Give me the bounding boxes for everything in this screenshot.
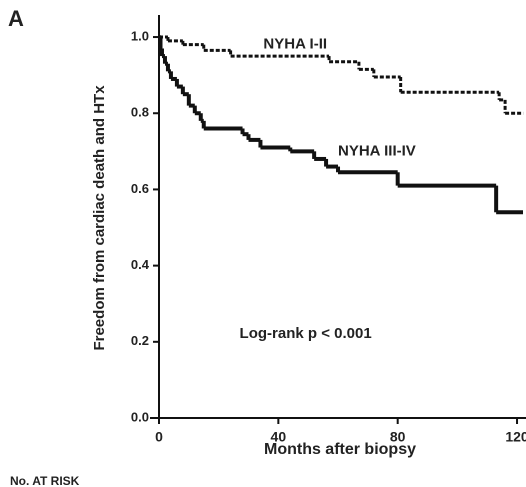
y-tick-label: 0.0 <box>131 409 149 424</box>
panel-label: A <box>8 6 24 31</box>
y-tick-label: 1.0 <box>131 28 149 43</box>
x-tick-label: 0 <box>155 429 163 445</box>
x-tick-label: 40 <box>271 429 287 445</box>
y-tick-label: 0.8 <box>131 105 149 120</box>
annotation: NYHA I-II <box>263 36 327 53</box>
y-tick-label: 0.2 <box>131 333 149 348</box>
annotation: NYHA III-IV <box>338 142 416 159</box>
x-tick-label: 80 <box>390 429 406 445</box>
y-axis-label: Freedom from cardiac death and HTx <box>91 85 108 351</box>
annotation: Log-rank p < 0.001 <box>240 325 372 342</box>
x-tick-label: 120 <box>505 429 526 445</box>
footer: No. AT RISK <box>10 474 80 487</box>
y-tick-label: 0.6 <box>131 181 149 196</box>
x-axis-label: Months after biopsy <box>264 441 416 458</box>
y-tick-label: 0.4 <box>131 257 150 272</box>
